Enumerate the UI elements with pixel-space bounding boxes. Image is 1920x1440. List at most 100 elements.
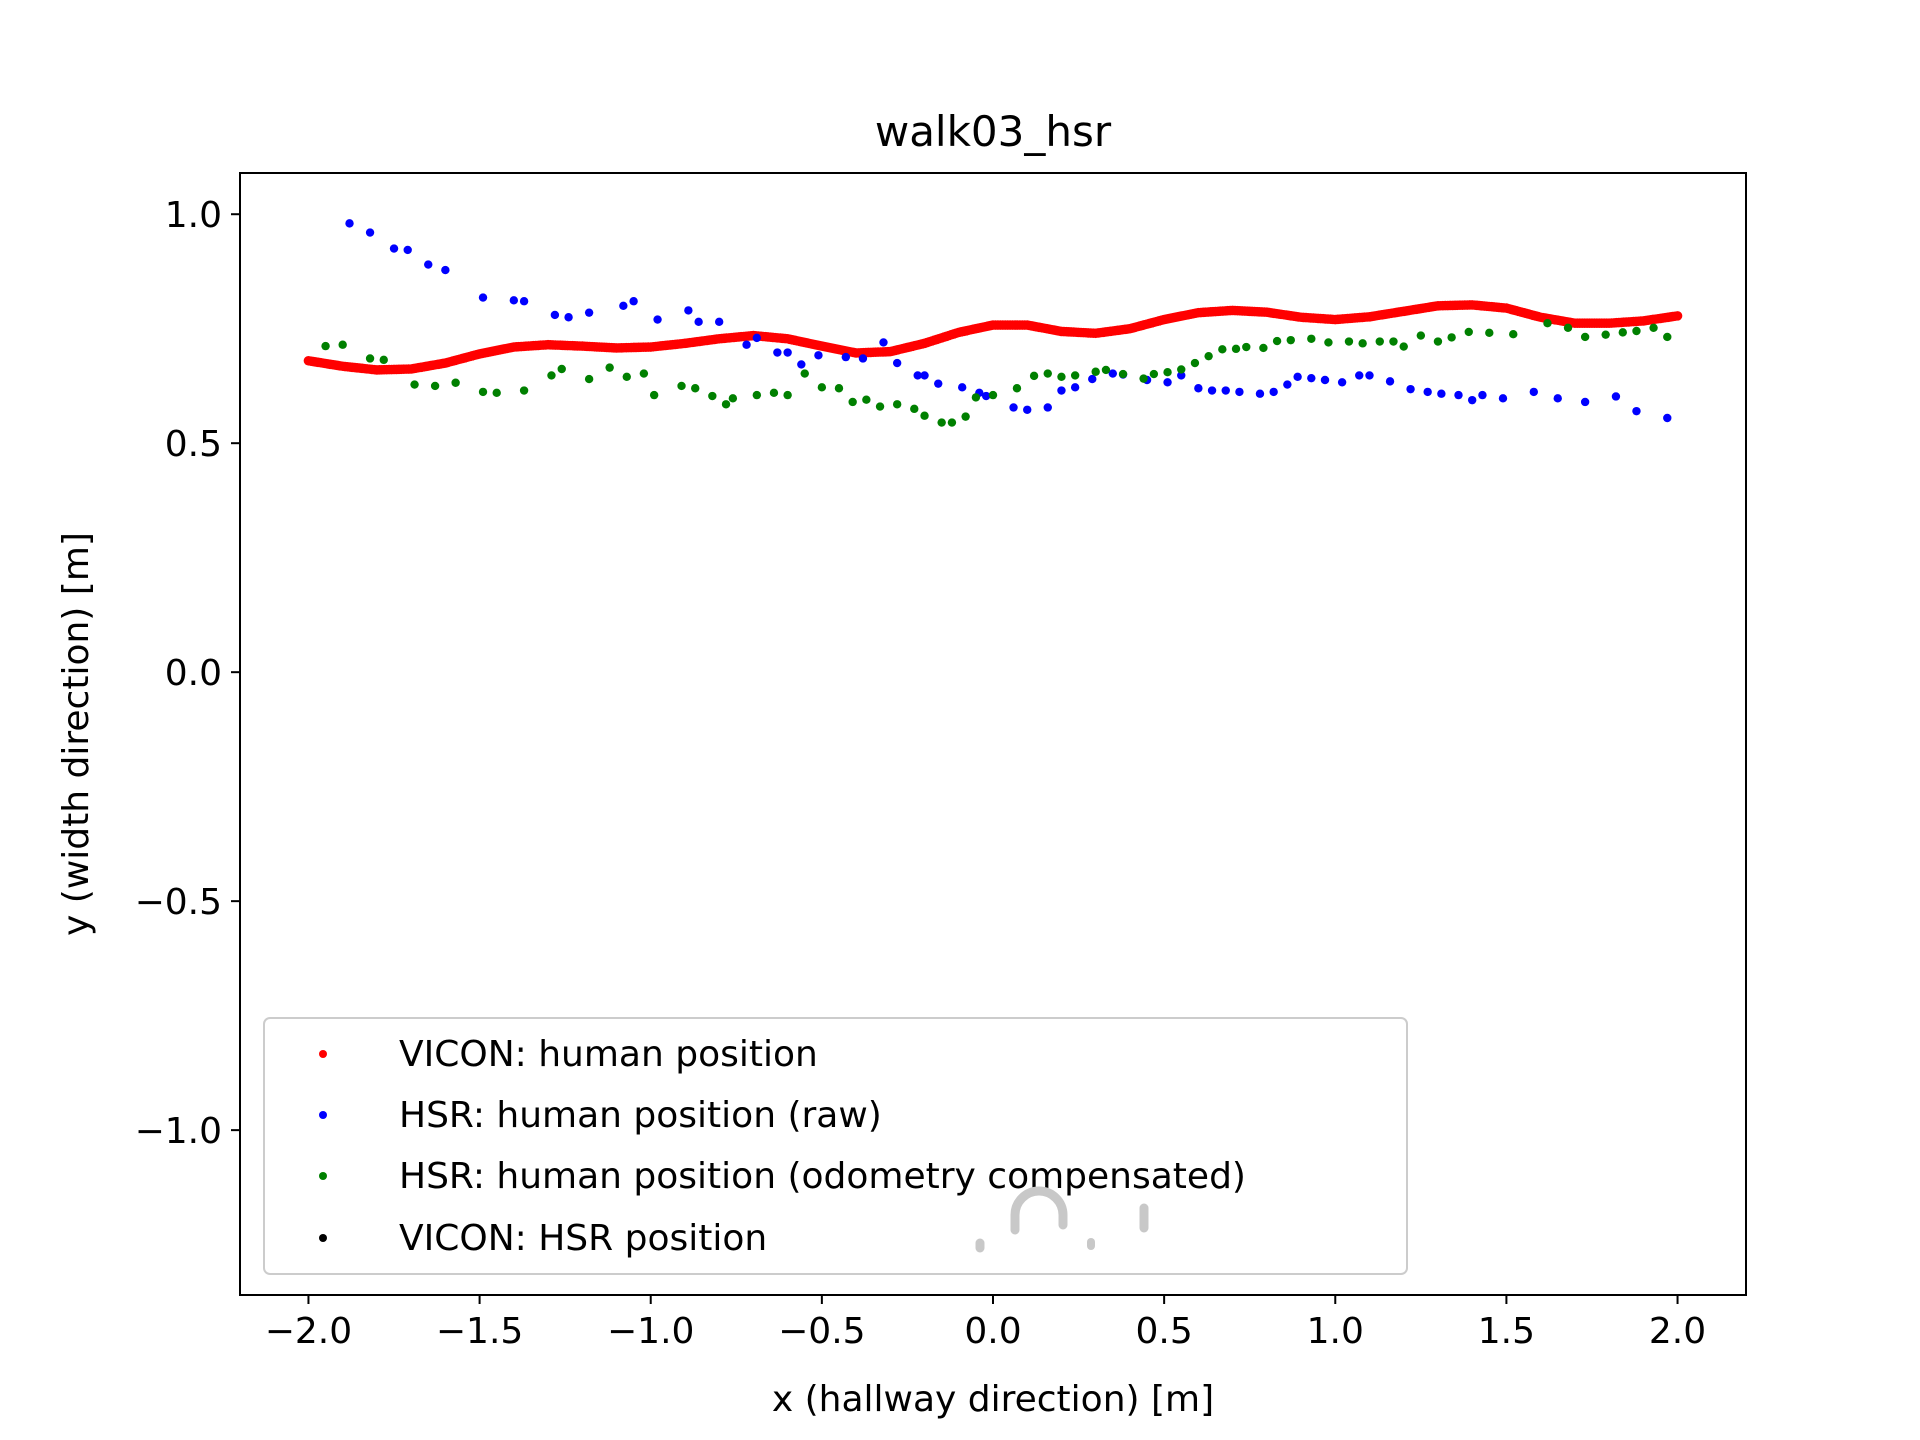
data-point [1663,413,1672,423]
data-point [721,400,731,409]
data-point [365,228,375,237]
data-point [1043,403,1052,412]
data-point [800,369,809,378]
data-point [1344,337,1354,346]
data-point [338,340,347,349]
data-point [519,297,529,306]
legend: VICON: human position HSR: human positio… [263,1017,1408,1275]
legend-marker-hsr-odometry [319,1172,327,1180]
data-point [752,390,762,400]
data-point [1632,326,1641,336]
data-point [957,383,967,392]
data-point [1454,390,1463,400]
data-point [728,394,738,403]
data-point [1389,337,1398,346]
data-point [1194,384,1203,393]
data-point [783,390,792,400]
y-tick-label: 1.0 [165,195,222,236]
data-point [714,317,724,327]
data-point [773,348,782,357]
data-point [1416,331,1426,340]
data-point [564,313,573,322]
y-axis: 1.0 0.5 0.0 −0.5 −1.0 [135,195,240,1152]
x-axis: −2.0 −1.5 −1.0 −0.5 0.0 0.5 1.0 1.5 2.0 [265,1295,1706,1352]
data-point [403,245,412,255]
data-point [1139,374,1148,383]
data-point [584,308,594,317]
legend-label-hsr-raw: HSR: human position (raw) [399,1095,882,1136]
data-point [1320,375,1330,385]
data-point [913,371,922,380]
data-point [424,260,433,269]
data-point [1529,387,1538,397]
loading-spinner-icon [975,1186,1149,1253]
data-point [1663,332,1672,342]
data-point [1259,343,1268,353]
data-point [1307,373,1316,383]
data-point [1101,365,1111,375]
data-point [1478,390,1487,400]
y-tick-label: −0.5 [135,882,222,923]
data-point [1485,328,1494,338]
data-point [797,360,806,369]
data-point [981,391,991,401]
data-point [1190,358,1200,368]
data-point [1611,392,1621,401]
data-point [365,354,375,363]
data-point [1509,330,1518,339]
y-tick-label: 0.0 [165,653,222,694]
data-point [892,400,902,409]
series-hsr-human-position-raw [345,219,1672,423]
data-point [1423,387,1432,397]
data-point [653,315,662,324]
data-point [875,402,885,411]
data-point [1601,330,1610,339]
data-point [937,418,946,427]
data-point [1177,365,1186,374]
data-point [345,219,354,228]
data-point [783,348,792,357]
data-point [879,338,888,347]
data-point [1283,380,1292,389]
data-point [841,352,851,362]
data-point [1057,372,1066,381]
data-point [1231,344,1241,354]
data-point [649,390,659,400]
data-point [814,351,823,360]
data-point [1023,405,1032,414]
data-point [1337,378,1347,387]
data-point [451,378,460,387]
data-point [694,317,703,327]
legend-marker-vicon-hsr [319,1234,327,1242]
data-point [1324,338,1333,347]
x-tick-label: 0.0 [964,1311,1021,1352]
legend-label-vicon-hsr: VICON: HSR position [399,1218,767,1259]
data-point [1399,342,1408,351]
x-axis-label: x (hallway direction) [m] [772,1379,1214,1420]
data-point [1272,336,1282,346]
data-point [410,380,419,389]
data-point [1307,334,1316,343]
data-point [1009,403,1018,412]
data-point [584,374,594,384]
data-point [550,310,560,320]
data-point [1012,384,1022,393]
data-point [622,372,631,381]
data-point [1293,372,1302,381]
data-point [848,397,857,407]
data-point [862,395,871,404]
legend-marker-vicon-human [319,1050,327,1058]
data-point [1221,386,1230,395]
data-point [1163,368,1172,377]
data-point [1406,384,1415,394]
data-point [892,358,902,368]
data-point [1070,383,1080,392]
data-point [1091,367,1100,376]
data-point [1618,328,1627,337]
data-point [1149,369,1159,379]
plot-marks [303,219,1683,427]
data-point [1108,369,1117,378]
data-point [430,381,440,391]
x-tick-label: 1.5 [1478,1311,1535,1352]
x-tick-label: 0.5 [1136,1311,1193,1352]
